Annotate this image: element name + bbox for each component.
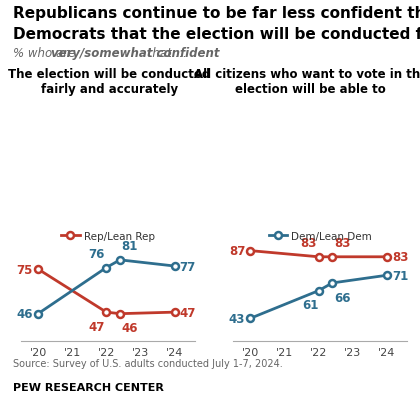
Text: 66: 66: [334, 291, 351, 304]
Text: 43: 43: [229, 312, 245, 325]
Text: Source: Survey of U.S. adults conducted July 1-7, 2024.: Source: Survey of U.S. adults conducted …: [13, 358, 282, 368]
Text: 76: 76: [88, 247, 105, 260]
Text: All citizens who want to vote in the
election will be able to: All citizens who want to vote in the ele…: [194, 67, 420, 95]
Text: very/somewhat confident: very/somewhat confident: [51, 47, 220, 60]
Text: 47: 47: [180, 306, 196, 319]
Text: Republicans continue to be far less confident than: Republicans continue to be far less conf…: [13, 6, 420, 21]
Text: 61: 61: [302, 299, 319, 312]
Text: PEW RESEARCH CENTER: PEW RESEARCH CENTER: [13, 382, 163, 392]
Text: The election will be conducted
fairly and accurately: The election will be conducted fairly an…: [8, 67, 210, 95]
Text: 47: 47: [88, 320, 105, 333]
Text: 71: 71: [392, 269, 408, 282]
Text: 83: 83: [301, 236, 317, 249]
Text: 77: 77: [180, 260, 196, 273]
Text: that ...: that ...: [144, 47, 187, 60]
Text: 81: 81: [122, 240, 138, 252]
Text: 75: 75: [16, 263, 33, 276]
Text: 46: 46: [16, 308, 33, 320]
Text: 83: 83: [392, 251, 408, 264]
Text: % who are: % who are: [13, 47, 79, 60]
Text: 87: 87: [229, 245, 245, 258]
Text: 83: 83: [334, 236, 350, 249]
Text: 46: 46: [122, 321, 138, 335]
Legend: Dem/Lean Dem: Dem/Lean Dem: [268, 231, 372, 241]
Legend: Rep/Lean Rep: Rep/Lean Rep: [61, 231, 155, 241]
Text: Democrats that the election will be conducted fairly: Democrats that the election will be cond…: [13, 27, 420, 42]
